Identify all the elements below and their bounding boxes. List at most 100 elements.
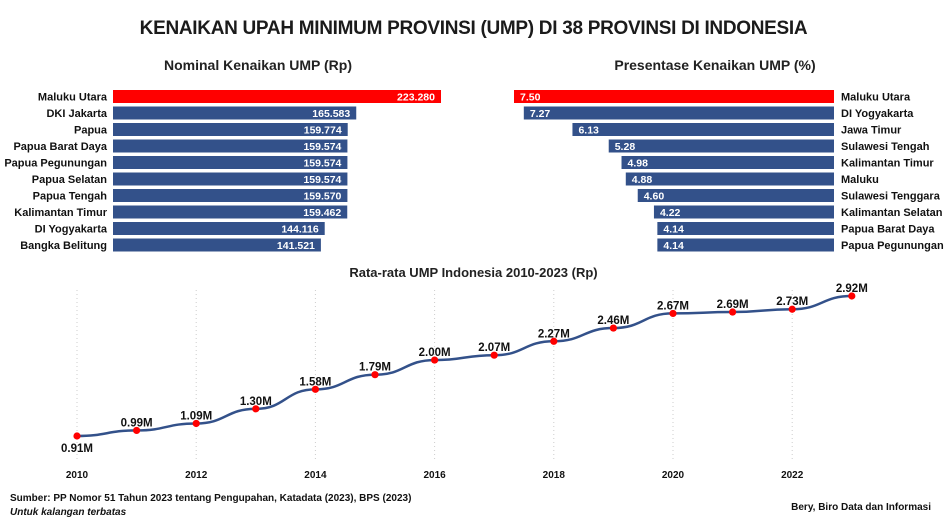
data-point (848, 292, 856, 300)
x-tick-label: 2010 (66, 470, 89, 481)
percentage-value-label: 7.27 (530, 108, 551, 120)
percentage-value-label: 5.28 (615, 141, 636, 153)
data-point (669, 309, 677, 318)
nominal-bar (113, 139, 348, 153)
data-point-label: 2.07M (478, 342, 510, 354)
nominal-bar (113, 123, 348, 136)
nominal-value-label: 144.116 (281, 224, 319, 236)
data-point (609, 324, 618, 332)
x-tick-label: 2018 (543, 470, 566, 481)
nominal-category-label: DKI Jakarta (46, 108, 107, 120)
percentage-value-label: 4.14 (663, 240, 684, 252)
percentage-category-label: Papua Barat Daya (841, 224, 935, 236)
data-point-label: 2.27M (538, 328, 570, 340)
nominal-value-label: 159.570 (303, 191, 341, 203)
main-title: KENAIKAN UPAH MINIMUM PROVINSI (UMP) DI … (139, 18, 808, 39)
percentage-category-label: Sulawesi Tengah (841, 141, 930, 153)
percentage-value-label: 4.88 (632, 174, 653, 186)
nominal-category-label: Papua Tengah (33, 191, 108, 203)
data-point (252, 405, 260, 413)
x-tick-label: 2016 (423, 470, 446, 481)
data-point-label: 2.00M (419, 347, 451, 359)
percentage-category-label: Kalimantan Timur (841, 158, 934, 170)
nominal-bar (113, 90, 441, 103)
nominal-value-label: 165.583 (312, 108, 350, 120)
percentage-bar (653, 205, 834, 219)
nominal-value-label: 159.462 (303, 207, 341, 219)
ump-series-line (76, 294, 852, 438)
percentage-category-label: Sulawesi Tenggara (841, 191, 941, 203)
data-point (490, 351, 498, 359)
data-point (431, 356, 439, 364)
percentage-value-label: 4.60 (644, 191, 665, 203)
nominal-bar (113, 189, 348, 202)
nominal-value-label: 223.280 (397, 92, 435, 104)
nominal-value-label: 159.574 (303, 158, 341, 170)
percentage-category-label: Kalimantan Selatan (841, 207, 943, 219)
nominal-bar (113, 238, 321, 252)
nominal-category-label: Papua Pegunungan (4, 158, 107, 170)
percentage-bar (621, 156, 834, 169)
nominal-bar (113, 222, 325, 235)
percentage-value-label: 7.50 (520, 92, 541, 104)
percentage-bar (637, 189, 834, 202)
credit: Bery, Biro Data dan Informasi (791, 502, 931, 513)
nominal-category-label: Papua Barat Daya (13, 141, 107, 153)
percentage-category-label: Papua Pegunungan (841, 240, 944, 252)
nominal-category-label: Papua (74, 125, 108, 137)
percentage-bar (657, 222, 834, 235)
nominal-chart-title: Nominal Kenaikan UMP (Rp) (164, 57, 352, 73)
percentage-bar-chart: Maluku Utara 7.50 DI Yogyakarta 7.27 Jawa Ti… (514, 90, 944, 252)
nominal-category-label: DI Yogyakarta (35, 224, 108, 236)
nominal-bar (113, 172, 348, 186)
nominal-category-label: Papua Selatan (32, 174, 107, 186)
nominal-value-label: 159.574 (303, 174, 341, 186)
percentage-bar (514, 90, 834, 103)
percentage-chart-title: Presentase Kenaikan UMP (%) (614, 57, 816, 73)
x-tick-label: 2014 (304, 470, 327, 481)
data-point-label: 2.69M (717, 299, 749, 311)
percentage-value-label: 4.14 (663, 224, 684, 236)
nominal-value-label: 141.521 (277, 240, 315, 252)
nominal-category-label: Kalimantan Timur (14, 207, 107, 219)
nominal-bar (113, 156, 348, 169)
percentage-bar (625, 172, 834, 186)
nominal-value-label: 159.574 (303, 141, 341, 153)
nominal-bar (113, 106, 357, 120)
nominal-bar (113, 205, 348, 219)
nominal-category-label: Bangka Belitung (20, 240, 107, 252)
restricted-note: Untuk kalangan terbatas (10, 507, 127, 518)
x-tick-label: 2022 (781, 470, 804, 481)
data-point (729, 308, 737, 316)
percentage-value-label: 6.13 (578, 125, 599, 137)
percentage-value-label: 4.98 (628, 158, 649, 170)
data-point-label: 2.46M (597, 315, 629, 327)
data-point-label: 1.79M (359, 362, 391, 374)
nominal-category-label: Maluku Utara (38, 92, 108, 104)
data-point-label: 1.30M (240, 396, 272, 408)
data-point-label: 0.91M (61, 443, 93, 455)
data-point-label: 2.67M (657, 300, 689, 312)
percentage-value-label: 4.22 (660, 207, 681, 219)
x-tick-label: 2012 (185, 470, 208, 481)
percentage-bar (657, 238, 834, 252)
data-point-label: 1.09M (180, 410, 212, 422)
percentage-bar (572, 123, 834, 136)
x-tick-label: 2020 (662, 470, 685, 481)
percentage-bar (608, 139, 834, 153)
line-chart-title: Rata-rata UMP Indonesia 2010-2023 (Rp) (349, 265, 598, 280)
data-point (788, 305, 796, 313)
percentage-category-label: Maluku (841, 174, 879, 186)
data-point (192, 419, 200, 428)
data-point (311, 385, 319, 393)
data-point (133, 426, 141, 435)
data-point (371, 371, 379, 379)
data-point (550, 337, 558, 345)
percentage-bar (523, 106, 834, 120)
source-note: Sumber: PP Nomor 51 Tahun 2023 tentang P… (10, 493, 412, 504)
data-point-label: 2.73M (776, 296, 808, 308)
percentage-category-label: DI Yogyakarta (841, 108, 914, 120)
nominal-value-label: 159.774 (304, 125, 342, 137)
data-point (73, 432, 81, 440)
data-point-label: 1.58M (299, 376, 331, 388)
